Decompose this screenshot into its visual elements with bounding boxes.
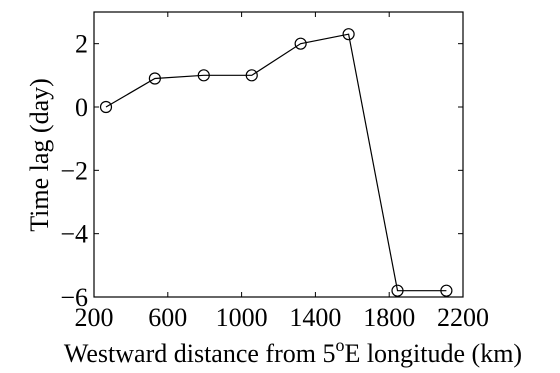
x-tick-label: 200 bbox=[75, 303, 114, 332]
x-ticks: 200 600 1000 1400 1800 2200 bbox=[75, 12, 489, 332]
plot-frame bbox=[93, 11, 464, 298]
series bbox=[99, 28, 453, 297]
series-line bbox=[105, 33, 447, 292]
data-point bbox=[342, 28, 355, 41]
data-point bbox=[148, 72, 161, 85]
x-tick-label: 1000 bbox=[216, 303, 268, 332]
y-tick-label: −6 bbox=[60, 283, 88, 312]
y-axis-label: Time lag (day) bbox=[25, 78, 54, 232]
x-tick-label: 600 bbox=[148, 303, 187, 332]
data-point bbox=[440, 284, 453, 297]
data-point bbox=[391, 284, 404, 297]
plot-area bbox=[93, 11, 464, 298]
x-tick-label: 1400 bbox=[289, 303, 341, 332]
y-tick-label: 2 bbox=[75, 30, 88, 59]
x-tick-label: 2200 bbox=[437, 303, 489, 332]
x-tick-label: 1800 bbox=[363, 303, 415, 332]
y-tick-label: −4 bbox=[60, 220, 88, 249]
data-point bbox=[294, 37, 307, 50]
data-point bbox=[197, 69, 210, 82]
data-point bbox=[245, 69, 258, 82]
y-tick-label: −2 bbox=[60, 156, 88, 185]
data-point bbox=[99, 100, 113, 114]
y-tick-label: 0 bbox=[75, 93, 88, 122]
y-ticks: 2 0 −2 −4 −6 bbox=[60, 30, 463, 312]
x-axis-label: Westward distance from 5oE longitude (km… bbox=[64, 335, 522, 368]
